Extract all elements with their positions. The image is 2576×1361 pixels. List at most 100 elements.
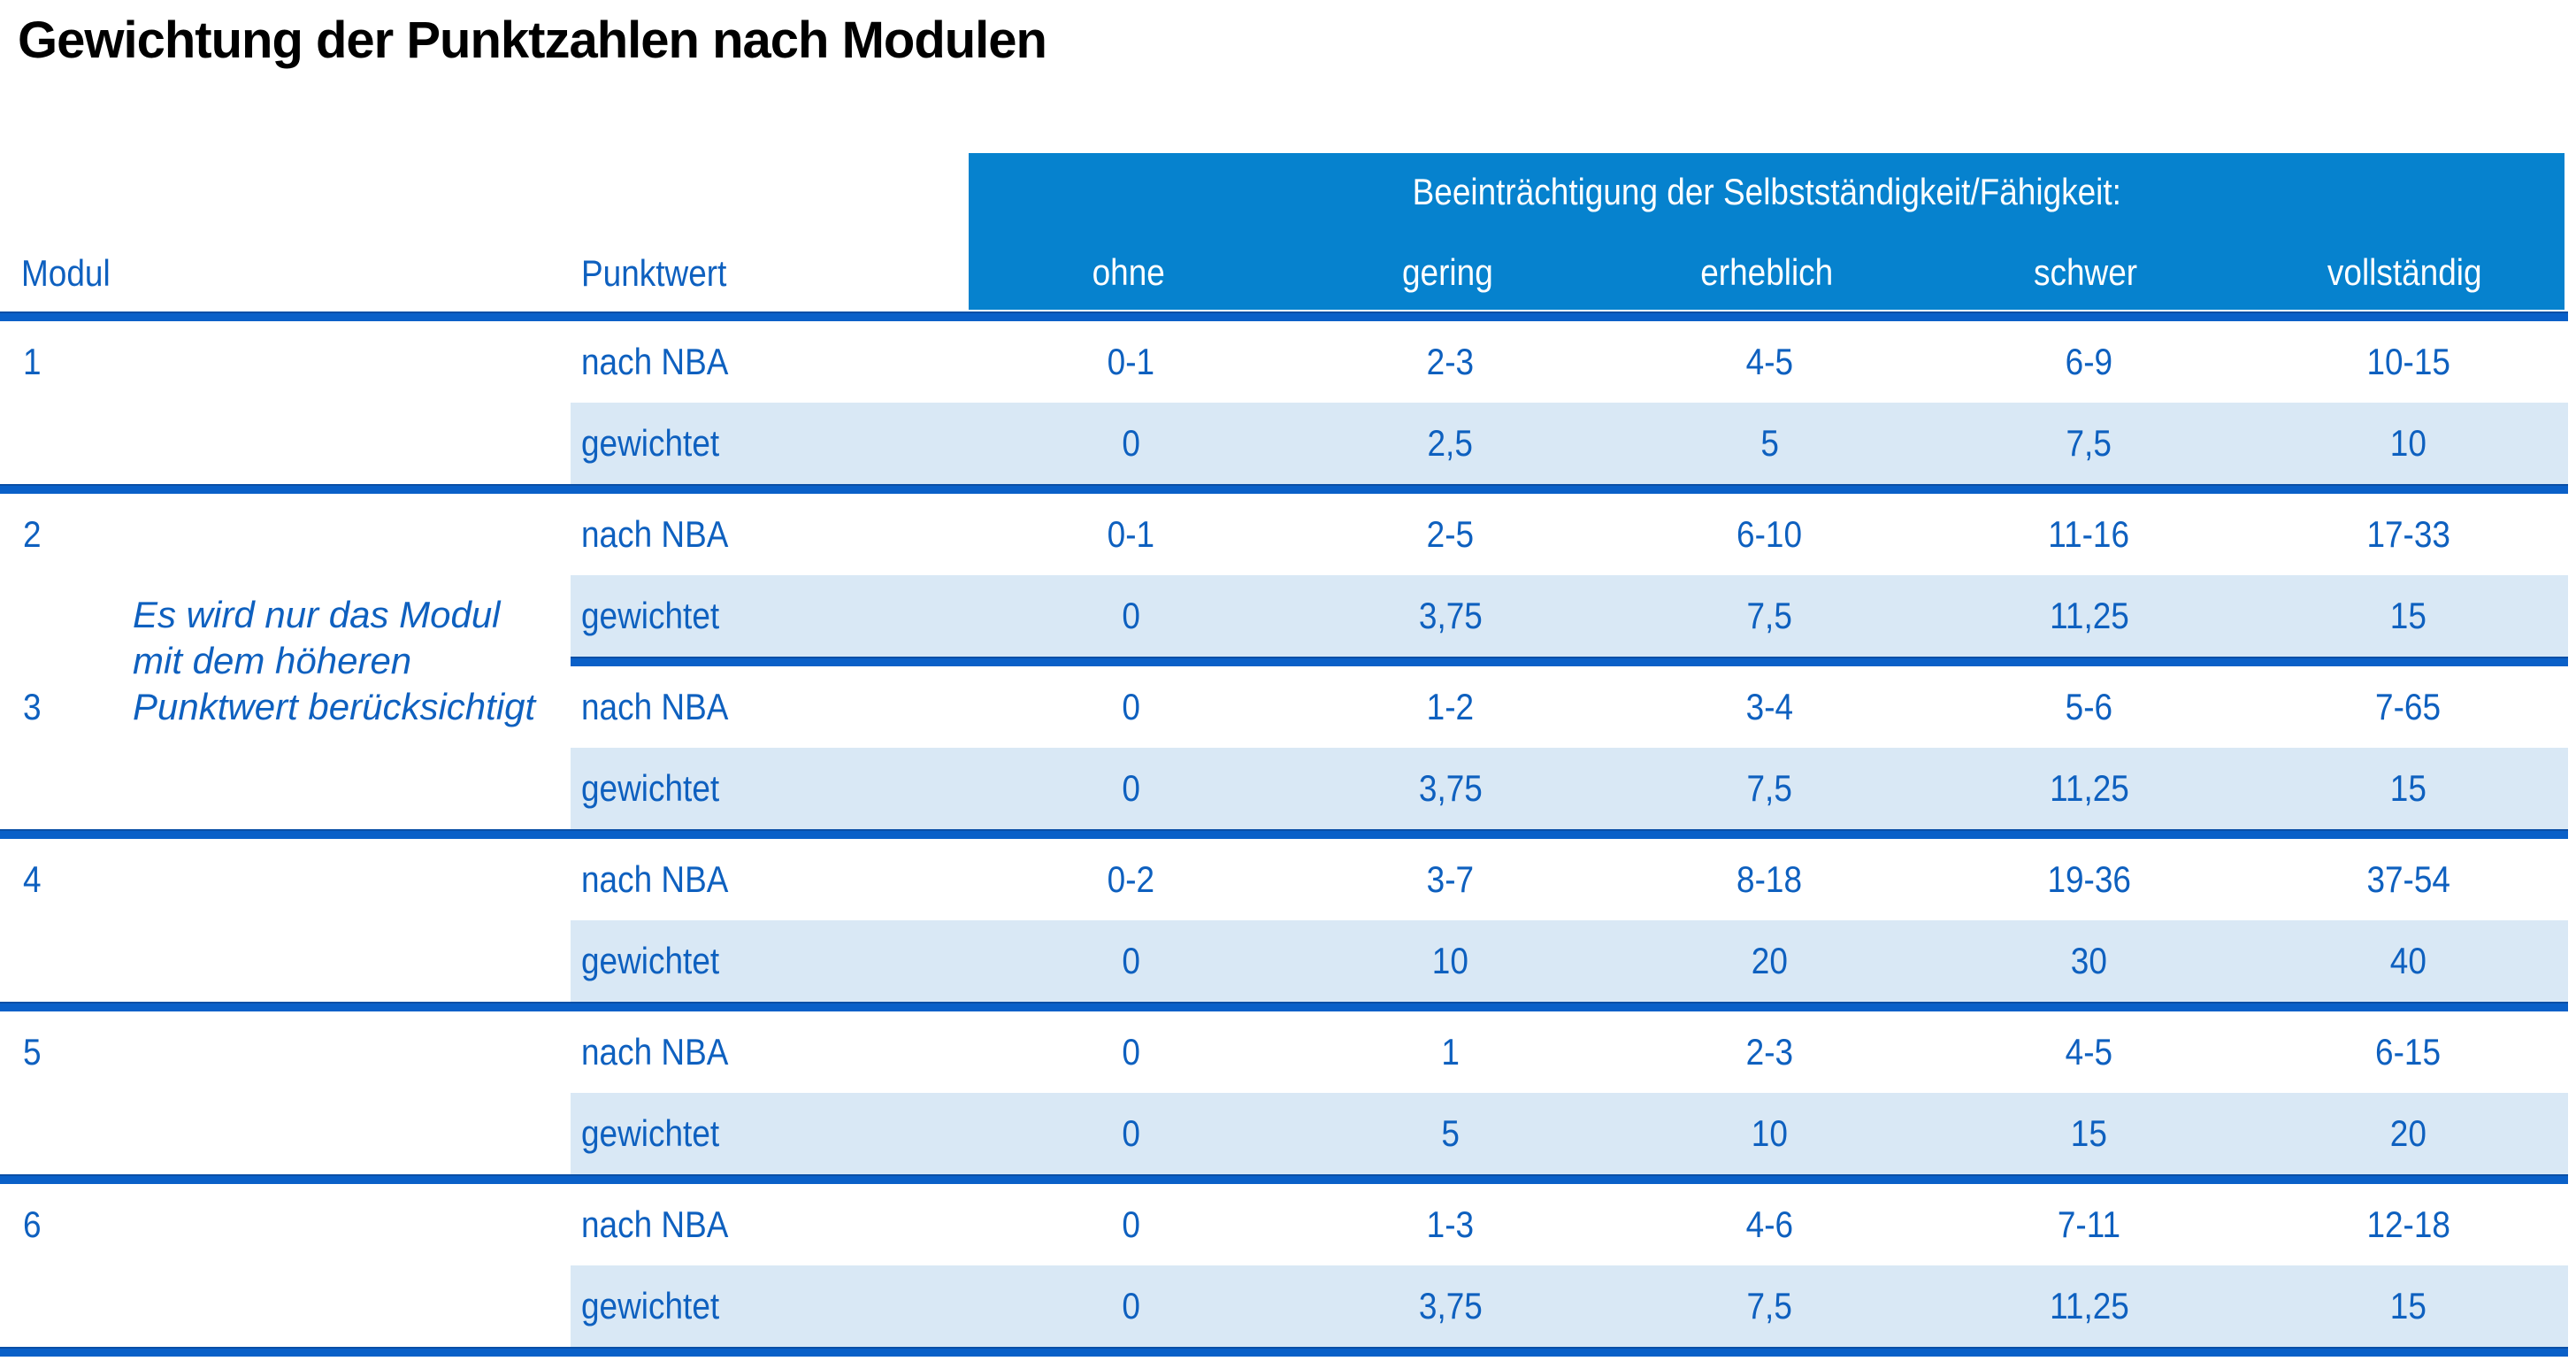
value-cell: 17-33 <box>2366 513 2450 555</box>
table-row-module3-nba: 3 nach NBA 0 1-2 3-4 5-6 7-65 <box>0 666 2568 748</box>
table-row-module5-weighted: gewichtet 0 5 10 15 20 <box>0 1093 2568 1174</box>
module-number: 5 <box>23 1031 42 1073</box>
impairment-header-title: Beeinträchtigung der Selbstständigkeit/F… <box>1412 171 2121 212</box>
value-cell: 2-5 <box>1426 513 1475 555</box>
value-cell: 7-65 <box>2375 686 2442 727</box>
value-cell: 5 <box>1441 1112 1460 1154</box>
value-cell: 0 <box>1122 767 1140 809</box>
value-cell: 0-1 <box>1107 513 1155 555</box>
module-number-empty <box>0 1093 571 1174</box>
separator-rule <box>0 484 2568 494</box>
value-cell: 11,25 <box>2049 767 2129 809</box>
note-line: mit dem höheren <box>133 640 412 681</box>
page-title: Gewichtung der Punktzahlen nach Modulen <box>18 12 1047 69</box>
impairment-header-box: Beeinträchtigung der Selbstständigkeit/F… <box>969 153 2564 310</box>
severity-header-gering: gering <box>1401 251 1493 293</box>
table-row-module2-nba: 2 nach NBA 0-1 2-5 6-10 11-16 17-33 <box>0 494 2568 575</box>
value-cell: 37-54 <box>2366 858 2450 900</box>
row-label: gewichtet <box>581 1285 720 1326</box>
table-row-module4-nba: 4 nach NBA 0-2 3-7 8-18 19-36 37-54 <box>0 839 2568 920</box>
table-row-module3-weighted: gewichtet 0 3,75 7,5 11,25 15 <box>0 748 2568 829</box>
row-label: nach NBA <box>581 513 729 555</box>
value-cell: 11,25 <box>2049 595 2129 636</box>
column-header-punktwert: Punktwert <box>581 252 727 294</box>
value-cell: 0 <box>1122 422 1140 464</box>
value-cell: 3,75 <box>1418 1285 1483 1326</box>
value-cell: 2,5 <box>1427 422 1474 464</box>
value-cell: 0-1 <box>1107 341 1155 382</box>
module-number-empty <box>0 920 571 1002</box>
row-label: nach NBA <box>581 1031 729 1073</box>
table-row-module4-weighted: gewichtet 0 10 20 30 40 <box>0 920 2568 1002</box>
row-label: gewichtet <box>581 1112 720 1154</box>
severity-header-ohne: ohne <box>1092 251 1165 293</box>
value-cell: 7,5 <box>2066 422 2112 464</box>
value-cell: 7,5 <box>1746 1285 1793 1326</box>
table-row-module1-weighted: gewichtet 0 2,5 5 7,5 10 <box>0 403 2568 484</box>
table-row-module6-weighted: gewichtet 0 3,75 7,5 11,25 15 <box>0 1265 2568 1347</box>
value-cell: 3,75 <box>1418 767 1483 809</box>
value-cell: 15 <box>2389 595 2427 636</box>
table-row-module5-nba: 5 nach NBA 0 1 2-3 4-5 6-15 <box>0 1011 2568 1093</box>
value-cell: 0 <box>1122 686 1140 727</box>
value-cell: 1-2 <box>1426 686 1475 727</box>
severity-header-vollstaendig: vollständig <box>2327 251 2482 293</box>
value-cell: 2-3 <box>1745 1031 1794 1073</box>
module-number-empty <box>0 748 571 829</box>
row-label: gewichtet <box>581 595 720 636</box>
value-cell: 15 <box>2070 1112 2108 1154</box>
value-cell: 4-5 <box>2065 1031 2113 1073</box>
value-cell: 7-11 <box>2057 1203 2121 1245</box>
module-number: 4 <box>23 858 42 900</box>
value-cell: 7,5 <box>1746 767 1793 809</box>
value-cell: 0-2 <box>1107 858 1155 900</box>
value-cell: 20 <box>2389 1112 2427 1154</box>
value-cell: 8-18 <box>1736 858 1803 900</box>
value-cell: 10 <box>1751 1112 1789 1154</box>
table-row-module6-nba: 6 nach NBA 0 1-3 4-6 7-11 12-18 <box>0 1184 2568 1265</box>
value-cell: 4-5 <box>1745 341 1794 382</box>
value-cell: 0 <box>1122 1031 1140 1073</box>
row-label: gewichtet <box>581 940 720 981</box>
module-2-3-note: Es wird nur das Modul mit dem höheren Pu… <box>133 592 593 730</box>
row-label: gewichtet <box>581 767 720 809</box>
value-cell: 19-36 <box>2047 858 2131 900</box>
value-cell: 0 <box>1122 595 1140 636</box>
separator-rule <box>0 1174 2568 1184</box>
table-row-module2-weighted: gewichtet 0 3,75 7,5 11,25 15 <box>0 575 2568 657</box>
module-number: 1 <box>23 341 42 382</box>
separator-rule <box>0 1002 2568 1011</box>
row-label: nach NBA <box>581 858 729 900</box>
value-cell: 3-4 <box>1745 686 1794 727</box>
module-number-empty <box>0 1265 571 1347</box>
value-cell: 11-16 <box>2048 513 2130 555</box>
value-cell: 5 <box>1760 422 1779 464</box>
value-cell: 4-6 <box>1745 1203 1794 1245</box>
note-line: Es wird nur das Modul <box>133 594 501 635</box>
value-cell: 15 <box>2389 767 2427 809</box>
row-label: nach NBA <box>581 341 729 382</box>
module-number: 3 <box>23 686 42 727</box>
column-header-modul: Modul <box>21 252 111 294</box>
value-cell: 6-10 <box>1736 513 1803 555</box>
table-row-module1-nba: 1 nach NBA 0-1 2-3 4-5 6-9 10-15 <box>0 321 2568 403</box>
value-cell: 11,25 <box>2049 1285 2129 1326</box>
severity-header-schwer: schwer <box>2034 251 2138 293</box>
value-cell: 7,5 <box>1746 595 1793 636</box>
value-cell: 0 <box>1122 1203 1140 1245</box>
row-label: nach NBA <box>581 686 729 727</box>
row-label: gewichtet <box>581 422 720 464</box>
value-cell: 1-3 <box>1426 1203 1475 1245</box>
value-cell: 15 <box>2389 1285 2427 1326</box>
value-cell: 10 <box>2389 422 2427 464</box>
value-cell: 0 <box>1122 1112 1140 1154</box>
value-cell: 30 <box>2070 940 2108 981</box>
separator-rule <box>0 1347 2568 1357</box>
severity-header-row: ohne gering erheblich schwer vollständig <box>969 253 2564 292</box>
note-line: Punktwert berücksichtigt <box>133 686 536 727</box>
value-cell: 12-18 <box>2366 1203 2450 1245</box>
module-number: 6 <box>23 1203 42 1245</box>
separator-rule-partial <box>571 657 2568 666</box>
row-label: nach NBA <box>581 1203 729 1245</box>
